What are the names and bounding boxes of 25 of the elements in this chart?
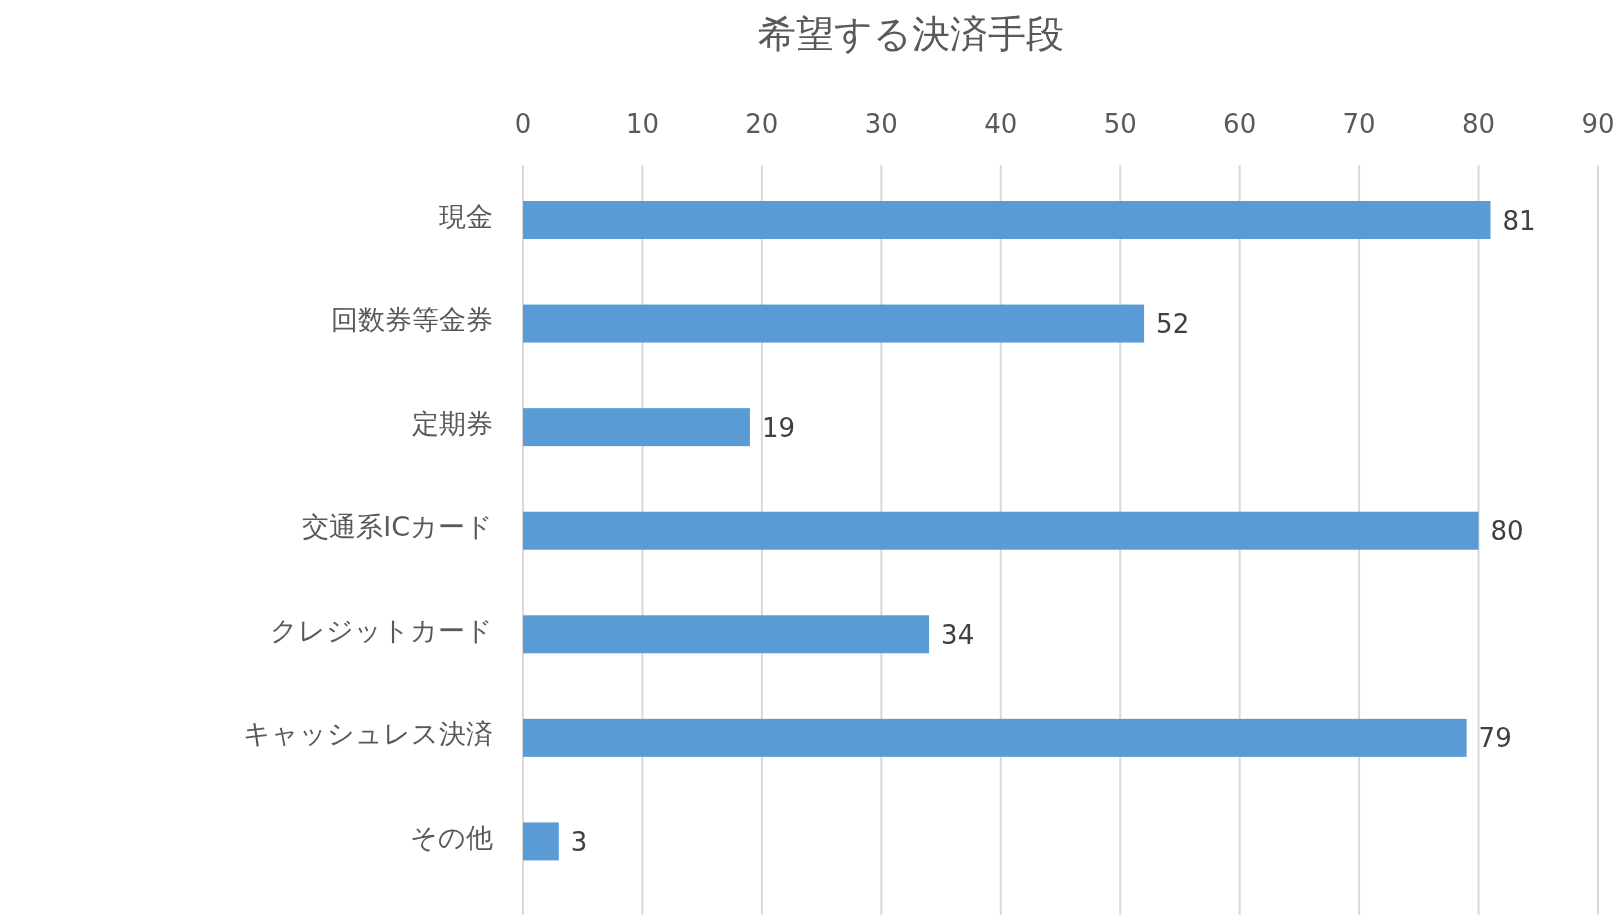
category: クレジットカード (270, 614, 493, 646)
xtick: 50 (1103, 108, 1137, 139)
label: 80 (1490, 516, 1524, 547)
label: 19 (761, 412, 796, 443)
category: 回数券等金券 (331, 304, 493, 336)
label: 79 (1478, 723, 1512, 754)
xtick: 30 (864, 108, 898, 139)
xtick: 10 (625, 108, 659, 139)
category: 定期券 (412, 407, 493, 439)
xtick: 60 (1223, 108, 1257, 139)
category: 交通系ICカード (302, 511, 493, 543)
category: 現金 (439, 200, 493, 232)
category: キャッシュレス決済 (243, 718, 493, 750)
xtick: 0 (514, 108, 532, 139)
title: 希望する決済手段 (757, 11, 1064, 56)
label: 34 (941, 619, 975, 650)
xtick: 20 (745, 108, 779, 139)
xtick: 40 (984, 108, 1018, 139)
category: その他 (410, 821, 493, 853)
label: 81 (1502, 205, 1536, 236)
xtick: 80 (1462, 108, 1496, 139)
label: 52 (1156, 309, 1190, 340)
xtick: 90 (1581, 108, 1615, 139)
xtick: 70 (1342, 108, 1376, 139)
label: 3 (570, 826, 588, 857)
